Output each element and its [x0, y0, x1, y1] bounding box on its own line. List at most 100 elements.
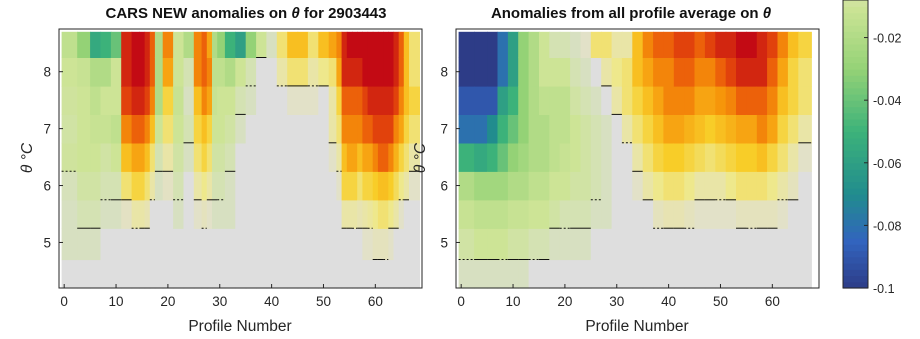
heatmap-cell	[474, 142, 488, 172]
heatmap-cell	[276, 171, 288, 201]
heatmap-cell	[90, 114, 102, 144]
heatmap-cell	[235, 199, 247, 229]
heatmap-cell	[487, 199, 499, 229]
heatmap-cell	[539, 228, 550, 261]
heatmap-cell	[266, 171, 278, 201]
heatmap-cell	[266, 142, 278, 172]
heatmap-cell	[121, 199, 133, 229]
heatmap-cell	[206, 199, 213, 229]
heatmap-cell	[798, 114, 812, 144]
heatmap-cell	[346, 31, 353, 58]
heatmap-cell	[621, 114, 633, 144]
heatmap-cell	[725, 142, 737, 172]
heatmap-cell	[393, 31, 400, 58]
colorbar-step	[843, 137, 868, 145]
x-tick-label: 30	[609, 294, 624, 309]
heatmap-cell	[201, 142, 208, 172]
heatmap-cell	[621, 171, 633, 201]
heatmap-cell	[704, 57, 716, 87]
heatmap-cell	[162, 171, 174, 201]
heatmap-cell	[694, 259, 706, 289]
heatmap-cell	[256, 199, 268, 229]
heatmap-cell	[217, 199, 226, 229]
heatmap-cell	[266, 85, 278, 115]
heatmap-cell	[287, 259, 299, 289]
heatmap-cell	[487, 57, 499, 87]
heatmap-cell	[601, 171, 613, 201]
right-plot-frame	[455, 28, 820, 289]
heatmap-cell	[388, 228, 395, 261]
heatmap-cell	[287, 114, 299, 144]
heatmap-cell	[653, 142, 665, 172]
heatmap-cell	[590, 142, 602, 172]
heatmap-cell	[245, 57, 257, 87]
heatmap-cell	[235, 142, 247, 172]
heatmap-cell	[653, 259, 665, 289]
heatmap-cell	[193, 142, 203, 172]
heatmap-cell	[352, 85, 358, 115]
heatmap-cell	[539, 142, 550, 172]
heatmap-cell	[352, 114, 358, 144]
heatmap-cell	[383, 31, 389, 58]
heatmap-cell	[362, 31, 369, 58]
heatmap-cell	[632, 259, 644, 289]
heatmap-cell	[372, 228, 379, 261]
heatmap-cell	[144, 142, 151, 172]
heatmap-cell	[458, 31, 475, 58]
heatmap-cell	[601, 199, 613, 229]
heatmap-cell	[518, 142, 530, 172]
heatmap-cell	[487, 259, 499, 289]
heatmap-cell	[144, 259, 151, 289]
heatmap-cell	[235, 228, 247, 261]
heatmap-cell	[611, 259, 623, 289]
heatmap-cell	[474, 31, 488, 58]
heatmap-cell	[121, 228, 133, 261]
heatmap-cell	[409, 142, 420, 172]
heatmap-cell	[318, 171, 330, 201]
heatmap-cell	[245, 114, 257, 144]
heatmap-cell	[497, 259, 509, 289]
colorbar-step	[843, 112, 868, 120]
heatmap-cell	[694, 114, 706, 144]
heatmap-cell	[458, 259, 475, 289]
heatmap-cell	[352, 228, 358, 261]
heatmap-cell	[787, 228, 799, 261]
heatmap-cell	[110, 142, 122, 172]
heatmap-cell	[458, 199, 475, 229]
right-y-ticks: 5 6 7 8	[440, 65, 460, 250]
heatmap-cell	[149, 57, 156, 87]
heatmap-cell	[388, 142, 395, 172]
heatmap-cell	[206, 114, 213, 144]
heatmap-cell	[642, 171, 654, 201]
heatmap-cell	[528, 228, 540, 261]
heatmap-cell	[362, 228, 369, 261]
heatmap-cell	[162, 57, 174, 87]
heatmap-cell	[336, 31, 343, 58]
heatmap-cell	[601, 228, 613, 261]
heatmap-cell	[474, 259, 488, 289]
heatmap-cell	[217, 171, 226, 201]
heatmap-cell	[393, 228, 400, 261]
heatmap-cell	[307, 199, 319, 229]
heatmap-cell	[245, 31, 257, 58]
colorbar-tick-label: -0.06	[873, 157, 902, 171]
heatmap-cell	[539, 171, 550, 201]
heatmap-cell	[736, 171, 747, 201]
colorbar-step	[843, 225, 868, 233]
heatmap-cell	[497, 114, 509, 144]
heatmap-cell	[474, 199, 488, 229]
heatmap-cell	[704, 259, 716, 289]
heatmap-cell	[193, 85, 203, 115]
heatmap-cell	[162, 199, 174, 229]
heatmap-cell	[725, 199, 737, 229]
heatmap-cell	[121, 259, 133, 289]
heatmap-cell	[139, 228, 146, 261]
heatmap-cell	[149, 114, 156, 144]
heatmap-cell	[201, 31, 208, 58]
heatmap-cell	[570, 85, 582, 115]
heatmap-cell	[777, 259, 789, 289]
heatmap-cell	[377, 114, 384, 144]
heatmap-cell	[357, 114, 363, 144]
heatmap-cell	[372, 259, 379, 289]
heatmap-cell	[297, 259, 309, 289]
